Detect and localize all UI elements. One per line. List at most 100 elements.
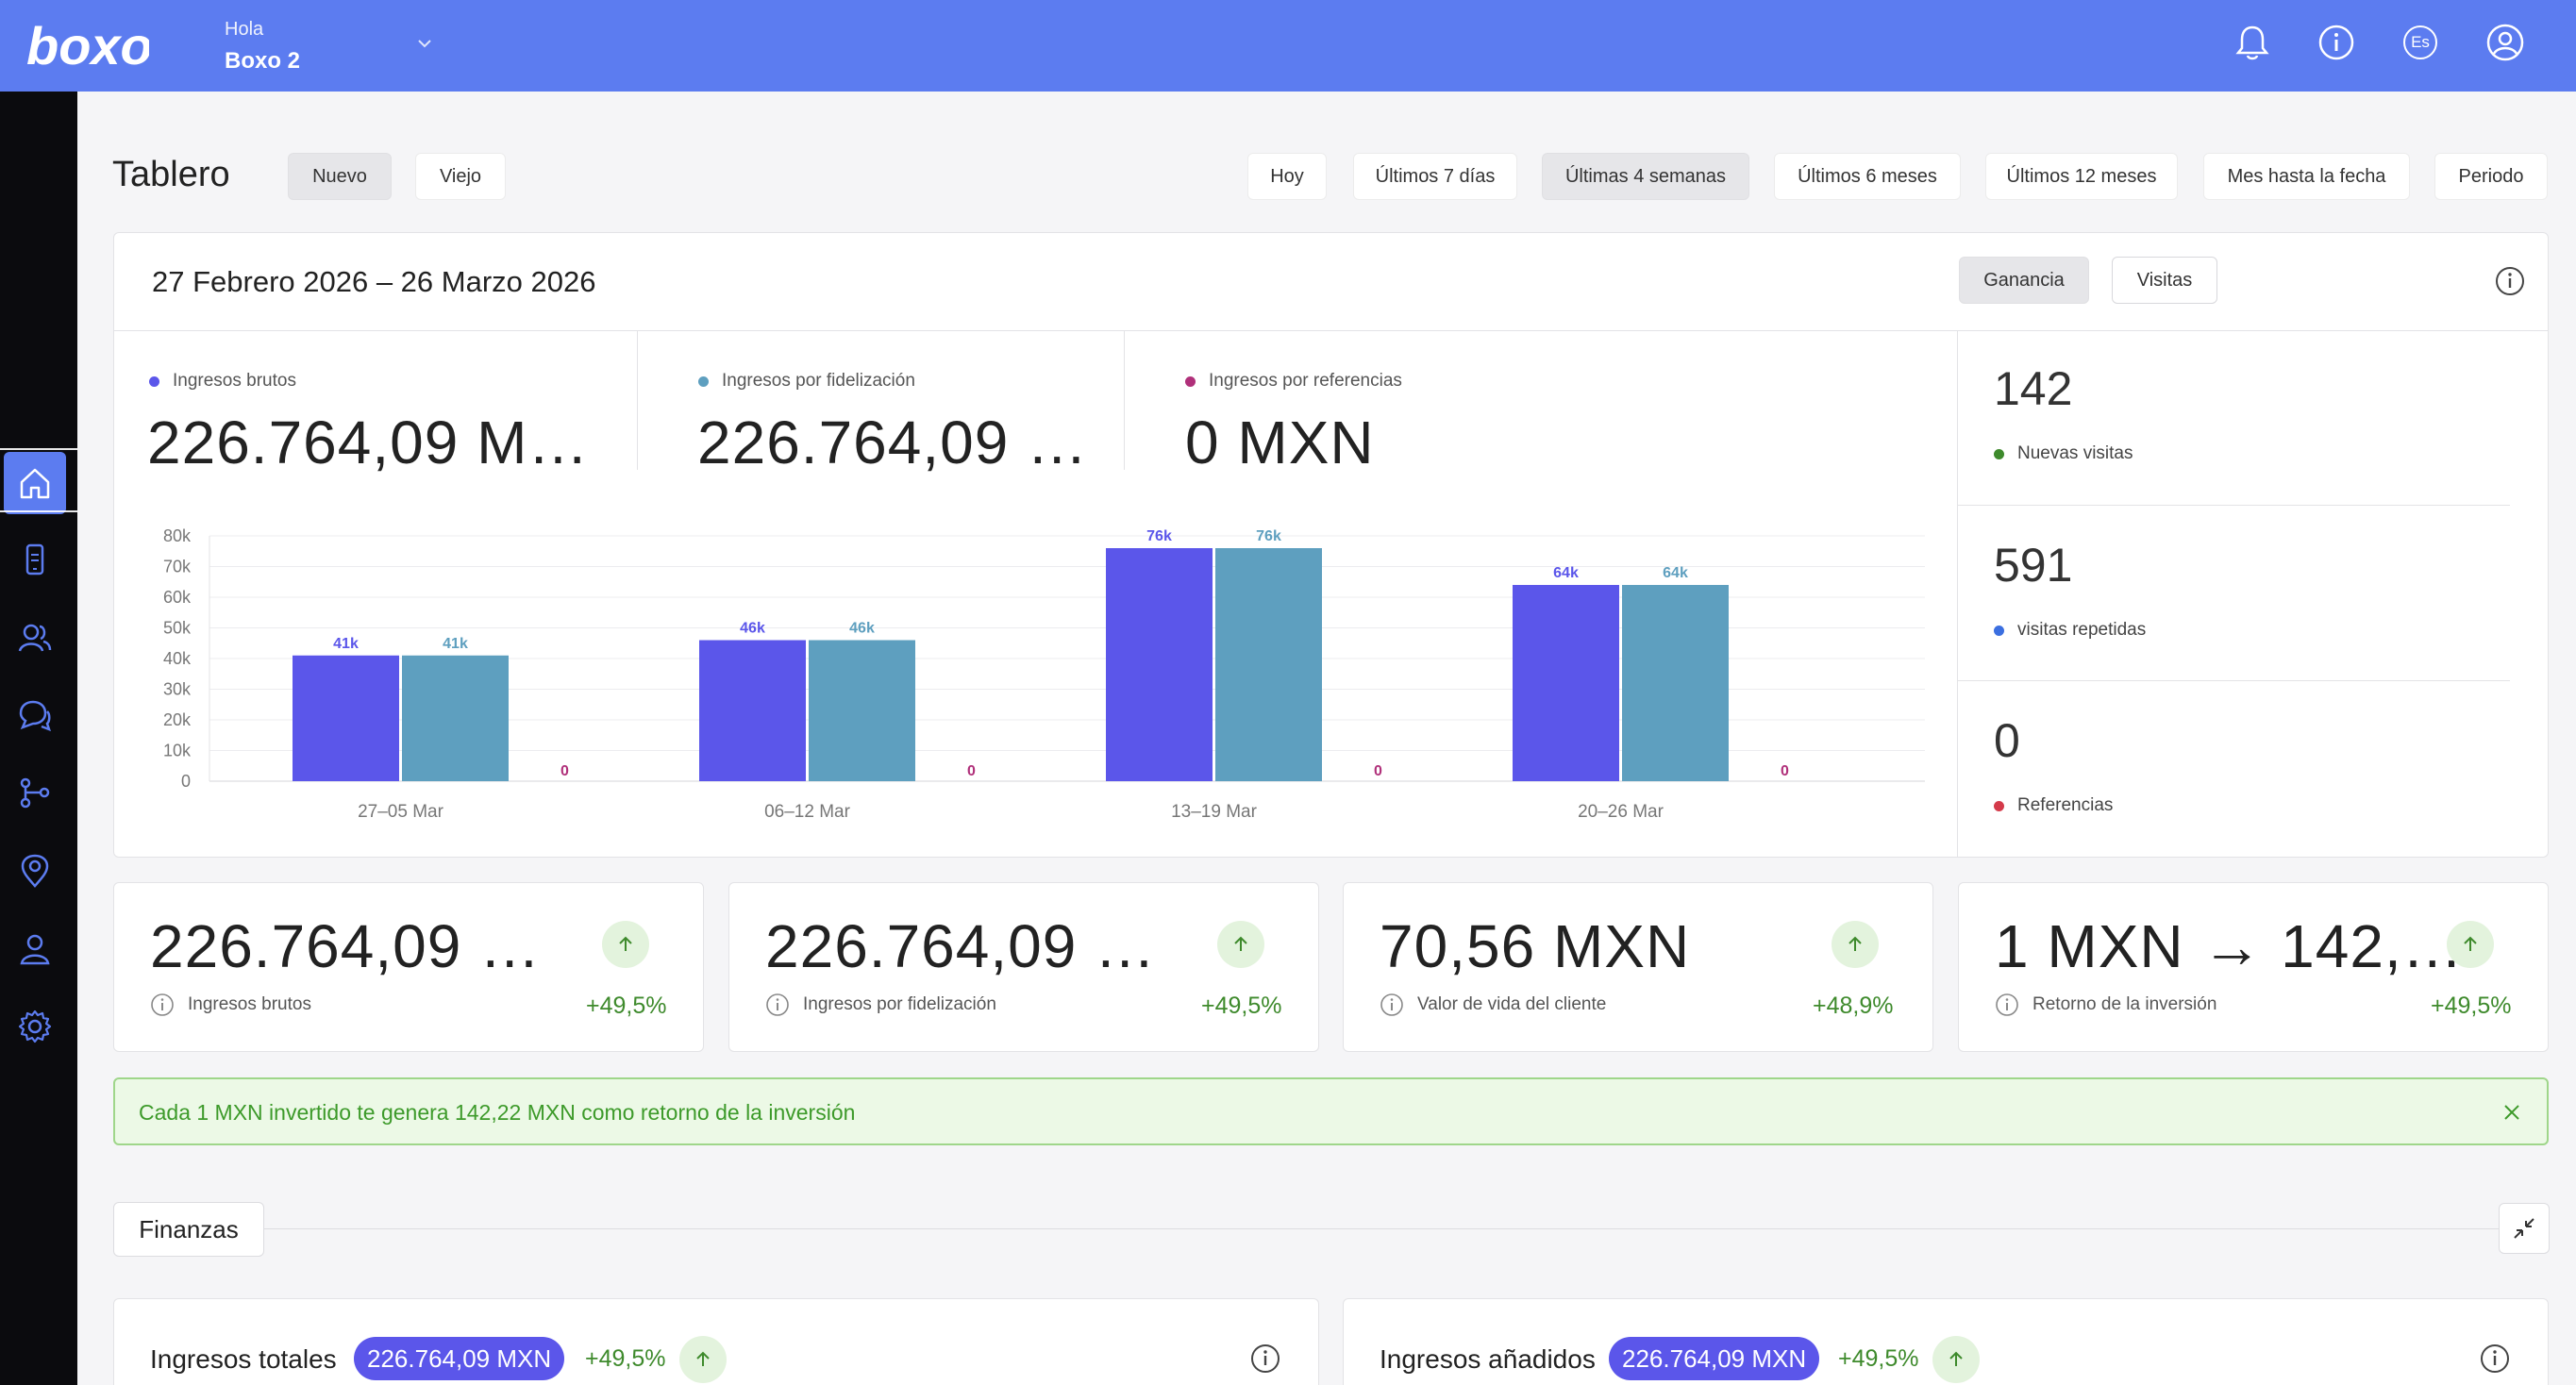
- kpi-label-loyalty: Ingresos por fidelización: [698, 371, 915, 392]
- user-greeting[interactable]: Hola Boxo 2: [225, 19, 300, 75]
- kpi-label-referrals: Ingresos por referencias: [1185, 371, 1402, 392]
- mini-card-roi: 1 MXN → 142,… Retorno de la inversión +4…: [1958, 882, 2549, 1052]
- collapse-icon: [2514, 1218, 2534, 1239]
- close-icon[interactable]: [2498, 1098, 2526, 1126]
- info-icon[interactable]: [2479, 1343, 2511, 1375]
- mini-label: Ingresos por fidelización: [765, 993, 996, 1017]
- roi-banner-text: Cada 1 MXN invertido te genera 142,22 MX…: [139, 1100, 856, 1125]
- kpi-label-text: Ingresos por referencias: [1209, 371, 1402, 391]
- legend-dot: [149, 375, 159, 387]
- kpi-divider: [637, 330, 638, 470]
- sidebar-item-devices[interactable]: [4, 528, 66, 591]
- sidebar-divider: [0, 510, 77, 512]
- mode-tab-profit[interactable]: Ganancia: [1959, 257, 2089, 304]
- arrow-up-icon: [2447, 921, 2494, 968]
- bar: [402, 655, 509, 781]
- sidebar-item-home[interactable]: [4, 452, 66, 514]
- info-icon[interactable]: [1995, 993, 2019, 1017]
- users-icon: [18, 624, 52, 652]
- overview-card: 27 Febrero 2026 – 26 Marzo 2026 Ganancia…: [113, 232, 2549, 858]
- mini-label-text: Valor de vida del cliente: [1417, 994, 1607, 1014]
- sidebar-item-customers[interactable]: [4, 607, 66, 669]
- info-icon[interactable]: [150, 993, 175, 1017]
- mode-tab-visits[interactable]: Visitas: [2112, 257, 2217, 304]
- arrow-up-icon: [1832, 921, 1879, 968]
- stat-divider: [1957, 505, 2510, 506]
- info-icon[interactable]: [2494, 265, 2526, 297]
- stat-label-new-visits: Nuevas visitas: [1994, 443, 2133, 464]
- stat-label-repeat-visits: visitas repetidas: [1994, 620, 2146, 641]
- kpi-value-referrals: 0 MXN: [1185, 409, 1375, 476]
- x-tick-label: 13–19 Mar: [1171, 802, 1258, 822]
- mini-label: Retorno de la inversión: [1995, 993, 2216, 1017]
- finance-amount-total: 226.764,09 MXN: [354, 1337, 565, 1380]
- x-tick-label: 20–26 Mar: [1578, 802, 1664, 822]
- bar: [1513, 585, 1619, 781]
- mini-label-text: Ingresos brutos: [188, 994, 311, 1014]
- y-tick-label: 10k: [163, 742, 192, 760]
- delta-value: +48,9%: [1813, 993, 1894, 1019]
- page-title: Tablero: [112, 155, 230, 194]
- y-tick-label: 70k: [163, 558, 192, 576]
- y-tick-label: 30k: [163, 680, 192, 699]
- range-tab-month-to-date[interactable]: Mes hasta la fecha: [2203, 153, 2410, 200]
- home-icon: [20, 468, 50, 499]
- mini-card-lifetime-value: 70,56 MXN Valor de vida del cliente +48,…: [1343, 882, 1933, 1052]
- arrow-up-icon: [1932, 1336, 1980, 1383]
- info-icon[interactable]: [2315, 21, 2358, 64]
- language-icon[interactable]: Es: [2399, 21, 2442, 64]
- data-label: 46k: [740, 621, 765, 637]
- top-bar: boxo Hola Boxo 2 Es: [0, 0, 2576, 92]
- sidebar-item-locations[interactable]: [4, 840, 66, 902]
- legend-dot: [1994, 448, 2004, 459]
- stat-label-text: visitas repetidas: [2017, 620, 2147, 640]
- tab-version-new[interactable]: Nuevo: [288, 153, 392, 200]
- sidebar-item-settings[interactable]: [4, 995, 66, 1058]
- kpi-label-text: Ingresos por fidelización: [722, 371, 915, 391]
- range-tab-period[interactable]: Periodo: [2434, 153, 2548, 200]
- data-label: 64k: [1663, 565, 1688, 581]
- language-label: Es: [2411, 33, 2430, 51]
- roi-banner: Cada 1 MXN invertido te genera 142,22 MX…: [113, 1077, 2549, 1145]
- chevron-down-icon[interactable]: [415, 34, 434, 53]
- collapse-button[interactable]: [2499, 1203, 2550, 1254]
- sidebar-item-messages[interactable]: [4, 684, 66, 746]
- range-tab-4-weeks[interactable]: Últimas 4 semanas: [1542, 153, 1749, 200]
- info-icon[interactable]: [1249, 1343, 1281, 1375]
- kpi-value-loyalty: 226.764,09 …: [697, 409, 1089, 476]
- revenue-bar-chart: 0 10k 20k 30k 40k 50k 60k 70k 80k 41k 41k 0 27–05 Ma…: [163, 526, 1925, 822]
- info-icon[interactable]: [1380, 993, 1404, 1017]
- arrow-up-icon: [1217, 921, 1264, 968]
- tab-version-old[interactable]: Viejo: [415, 153, 506, 200]
- range-tab-7-days[interactable]: Últimos 7 días: [1353, 153, 1517, 200]
- mini-value: 70,56 MXN: [1380, 912, 1691, 980]
- user-icon[interactable]: [2484, 21, 2527, 64]
- data-label: 0: [1781, 763, 1789, 779]
- user-name: Boxo 2: [225, 48, 301, 74]
- sidebar-item-profile[interactable]: [4, 918, 66, 980]
- finance-amount-added: 226.764,09 MXN: [1609, 1337, 1820, 1380]
- mini-value: 226.764,09 …: [765, 912, 1157, 980]
- y-tick-label: 0: [181, 772, 191, 791]
- info-icon[interactable]: [765, 993, 790, 1017]
- y-tick-label: 60k: [163, 588, 192, 607]
- sidebar-item-flows[interactable]: [4, 761, 66, 824]
- range-tab-12-months[interactable]: Últimos 12 meses: [1985, 153, 2178, 200]
- delta-value: +49,5%: [586, 993, 667, 1019]
- finance-delta-added: +49,5%: [1838, 1345, 1919, 1372]
- stat-label-text: Referencias: [2017, 795, 2114, 815]
- mini-value: 226.764,09 …: [150, 912, 542, 980]
- chat-icon: [19, 700, 52, 732]
- y-tick-label: 80k: [163, 526, 192, 545]
- kpi-value-gross: 226.764,09 M…: [147, 409, 590, 476]
- x-tick-label: 06–12 Mar: [764, 802, 851, 822]
- boxo-logo[interactable]: boxo: [26, 17, 149, 75]
- section-title-finance[interactable]: Finanzas: [113, 1202, 264, 1257]
- bell-icon[interactable]: [2231, 21, 2274, 64]
- arrow-up-icon: [679, 1336, 727, 1383]
- range-tab-6-months[interactable]: Últimos 6 meses: [1774, 153, 1961, 200]
- bar: [699, 640, 806, 781]
- data-label: 76k: [1256, 528, 1281, 544]
- mini-label: Ingresos brutos: [150, 993, 311, 1017]
- range-tab-today[interactable]: Hoy: [1247, 153, 1327, 200]
